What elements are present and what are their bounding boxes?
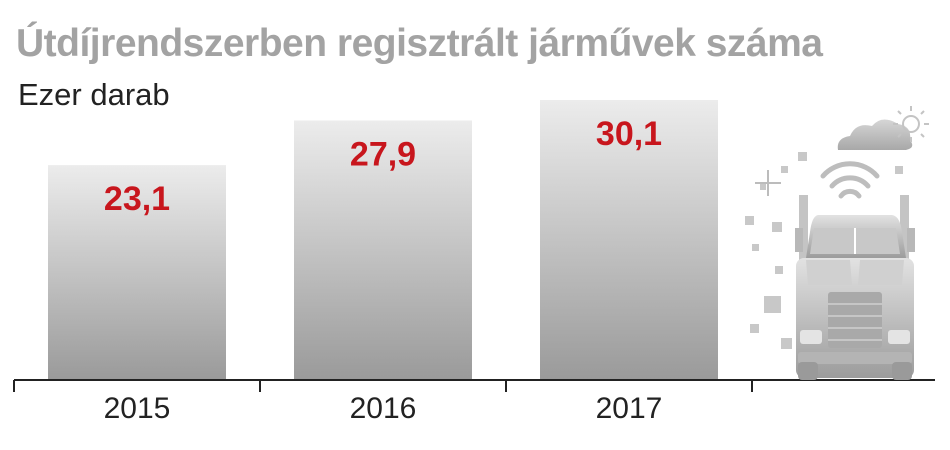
sparkle-icon bbox=[755, 170, 781, 196]
x-tick-label-2015: 2015 bbox=[104, 392, 171, 425]
bar-2016 bbox=[294, 120, 472, 380]
x-tick-label-2016: 2016 bbox=[350, 392, 417, 425]
bar-2015 bbox=[48, 165, 226, 380]
sun-icon bbox=[893, 106, 929, 142]
data-label-2015: 23,1 bbox=[104, 180, 170, 218]
data-label-2017: 30,1 bbox=[596, 115, 662, 153]
x-tick-label-2017: 2017 bbox=[596, 392, 663, 425]
chart-subtitle: Ezer darab bbox=[18, 77, 170, 112]
data-label-2016: 27,9 bbox=[350, 135, 416, 173]
cloud-icon bbox=[837, 119, 913, 150]
bar-2017 bbox=[540, 100, 718, 380]
truck-icon bbox=[795, 195, 915, 380]
wifi-signal-icon bbox=[820, 161, 880, 199]
pixel-squares-decoration bbox=[745, 152, 903, 349]
chart-title: Útdíjrendszerben regisztrált járművek sz… bbox=[16, 22, 823, 65]
